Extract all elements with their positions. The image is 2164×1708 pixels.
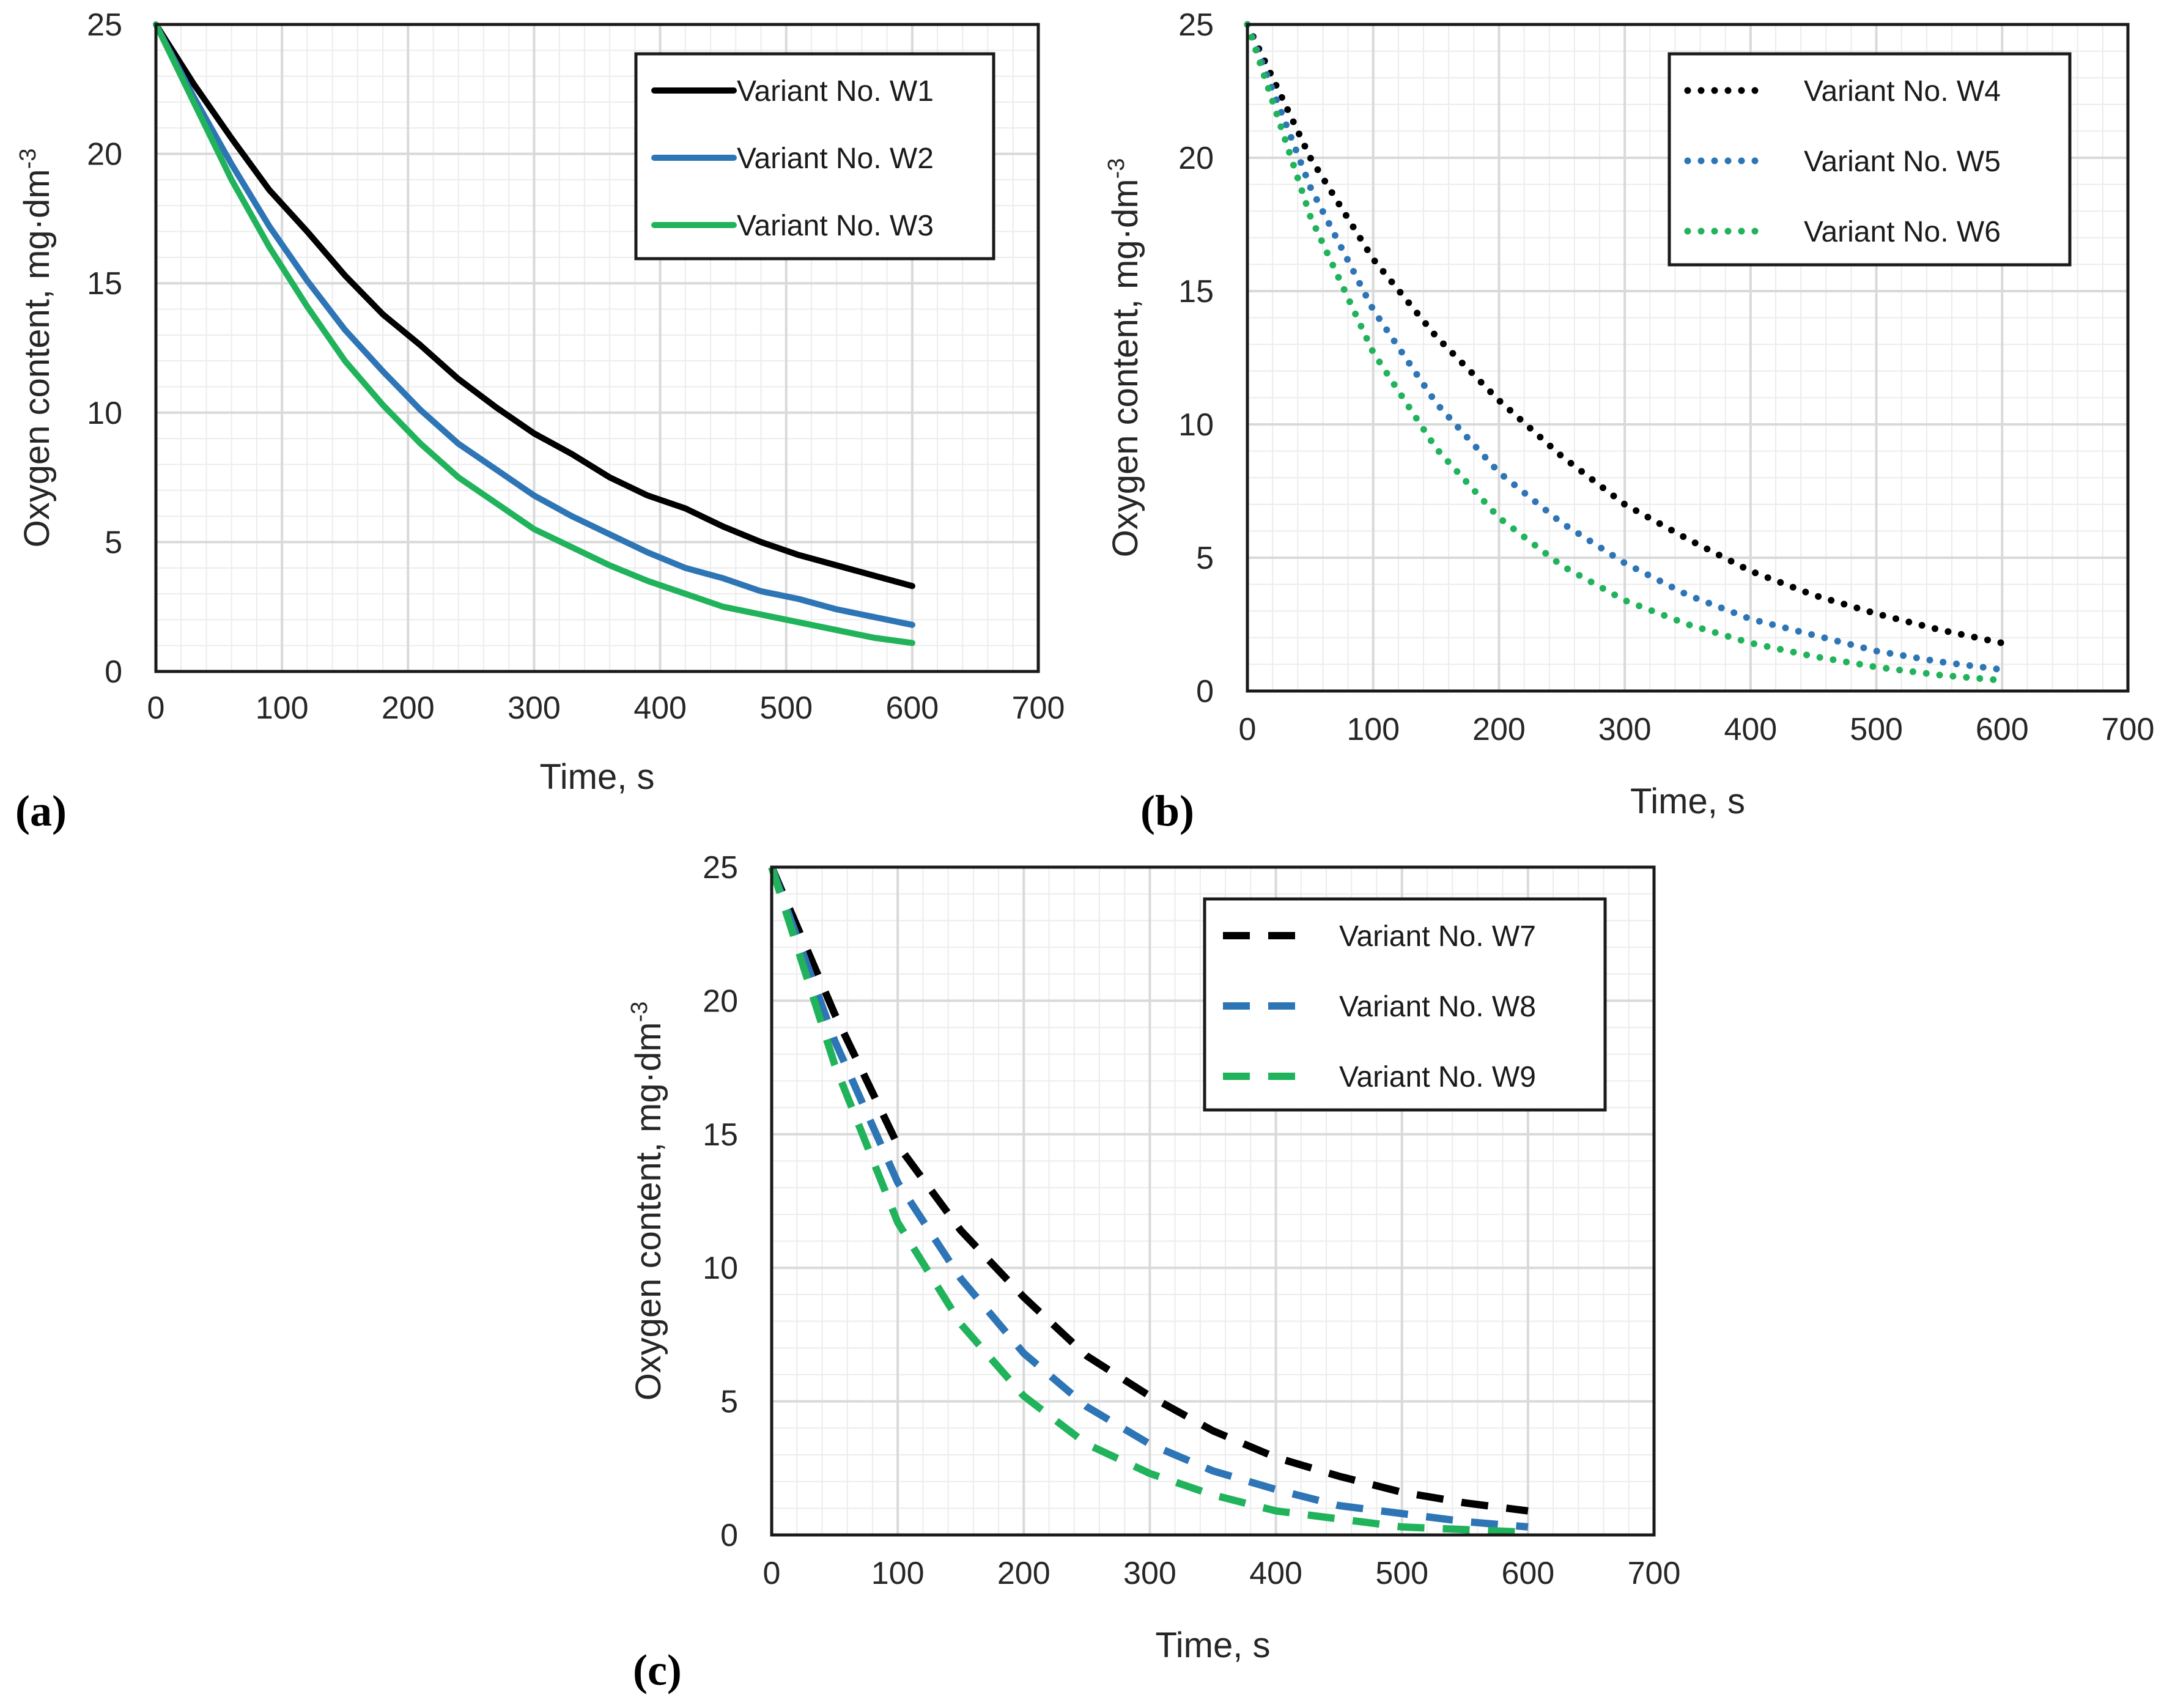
panel-label: (a) — [15, 786, 67, 835]
y-tick-label: 0 — [105, 654, 122, 690]
legend-label-3: Variant No. W9 — [1339, 1061, 1536, 1093]
x-tick-label: 100 — [256, 690, 309, 726]
x-tick-label: 0 — [763, 1556, 781, 1591]
panel-label: (c) — [633, 1646, 682, 1695]
x-tick-label: 0 — [147, 690, 165, 726]
x-tick-label: 400 — [633, 690, 687, 726]
x-tick-label: 600 — [1976, 712, 2029, 747]
y-tick-label: 20 — [87, 137, 122, 172]
legend-label-1: Variant No. W4 — [1804, 75, 2001, 108]
y-tick-label: 5 — [105, 525, 122, 560]
x-axis-title: Time, s — [540, 757, 655, 797]
y-tick-label: 20 — [703, 983, 738, 1019]
y-tick-label: 25 — [87, 7, 122, 43]
legend-label-2: Variant No. W8 — [1339, 991, 1536, 1023]
x-axis-title: Time, s — [1156, 1625, 1271, 1665]
series-line-1 — [153, 21, 915, 590]
x-tick-label: 200 — [997, 1556, 1051, 1591]
x-tick-label: 400 — [1249, 1556, 1302, 1591]
y-tick-label: 5 — [720, 1385, 738, 1420]
x-tick-label: 0 — [1239, 712, 1257, 747]
legend-label-2: Variant No. W5 — [1804, 146, 2001, 178]
y-tick-label: 0 — [720, 1518, 738, 1553]
y-tick-label: 10 — [1178, 407, 1214, 443]
y-tick-label: 10 — [87, 396, 122, 431]
series-line-2 — [768, 865, 1529, 1531]
series-line-3 — [768, 866, 1529, 1536]
legend: Variant No. W4 Variant No. W5 Variant No. … — [1667, 52, 2072, 267]
x-tick-label: 600 — [1501, 1556, 1554, 1591]
legend-box — [1667, 52, 2072, 267]
y-axis-title: Oxygen content, mg·dm-3 — [15, 149, 57, 548]
y-tick-label: 10 — [703, 1251, 738, 1286]
legend-label-1: Variant No. W7 — [1339, 920, 1536, 953]
x-tick-label: 100 — [871, 1556, 925, 1591]
x-tick-label: 300 — [1598, 712, 1652, 747]
chart-panel-b: 0 100 200 300 400 500 600 700 0 5 10 15 20 25 Time, s O… — [1104, 7, 2154, 835]
y-axis-title: Oxygen content, mg·dm-3 — [627, 1002, 668, 1401]
y-tick-label: 25 — [1178, 7, 1214, 43]
series-line-3 — [1244, 21, 2006, 684]
legend-label-3: Variant No. W3 — [737, 210, 934, 242]
x-tick-label: 700 — [1628, 1556, 1681, 1591]
panel-label: (b) — [1140, 786, 1194, 835]
y-tick-label: 15 — [1178, 274, 1214, 309]
series-line-2 — [1244, 21, 2006, 673]
x-tick-label: 300 — [1123, 1556, 1176, 1591]
series-line-2 — [153, 21, 915, 628]
x-tick-label: 300 — [508, 690, 561, 726]
legend: Variant No. W1 Variant No. W2 Variant No. … — [634, 52, 995, 261]
plot-area-frame — [1246, 23, 2130, 693]
y-tick-label: 20 — [1178, 141, 1214, 176]
y-axis-title: Oxygen content, mg·dm-3 — [1104, 158, 1145, 558]
x-tick-label: 200 — [1472, 712, 1526, 747]
y-tick-label: 5 — [1196, 541, 1214, 576]
legend-label-2: Variant No. W2 — [737, 142, 934, 175]
x-tick-label: 100 — [1346, 712, 1400, 747]
legend-label-1: Variant No. W1 — [737, 75, 934, 108]
x-tick-label: 400 — [1724, 712, 1777, 747]
x-tick-label: 500 — [759, 690, 813, 726]
y-tick-label: 15 — [703, 1117, 738, 1153]
y-tick-label: 15 — [87, 266, 122, 301]
y-tick-label: 25 — [703, 850, 738, 885]
plot-area-frame — [154, 23, 1040, 673]
chart-panel-c: 0 100 200 300 400 500 600 700 0 5 10 15 20 25 Time, s O… — [627, 850, 1680, 1695]
legend: Variant No. W7 Variant No. W8 Variant No. … — [1203, 897, 1607, 1112]
plot-area-frame — [770, 865, 1656, 1537]
y-tick-label: 0 — [1196, 674, 1214, 709]
x-tick-label: 500 — [1850, 712, 1903, 747]
x-tick-label: 200 — [382, 690, 435, 726]
legend-label-3: Variant No. W6 — [1804, 216, 2001, 248]
x-tick-label: 700 — [1012, 690, 1065, 726]
series-line-3 — [153, 21, 915, 646]
x-tick-label: 600 — [885, 690, 939, 726]
x-tick-label: 500 — [1375, 1556, 1428, 1591]
chart-panel-a: 0 100 200 300 400 500 600 700 0 5 10 15 20 25 Time, s O… — [15, 7, 1065, 835]
series-line-1 — [1244, 21, 2006, 646]
x-tick-label: 700 — [2102, 712, 2155, 747]
x-axis-title: Time, s — [1630, 782, 1745, 821]
